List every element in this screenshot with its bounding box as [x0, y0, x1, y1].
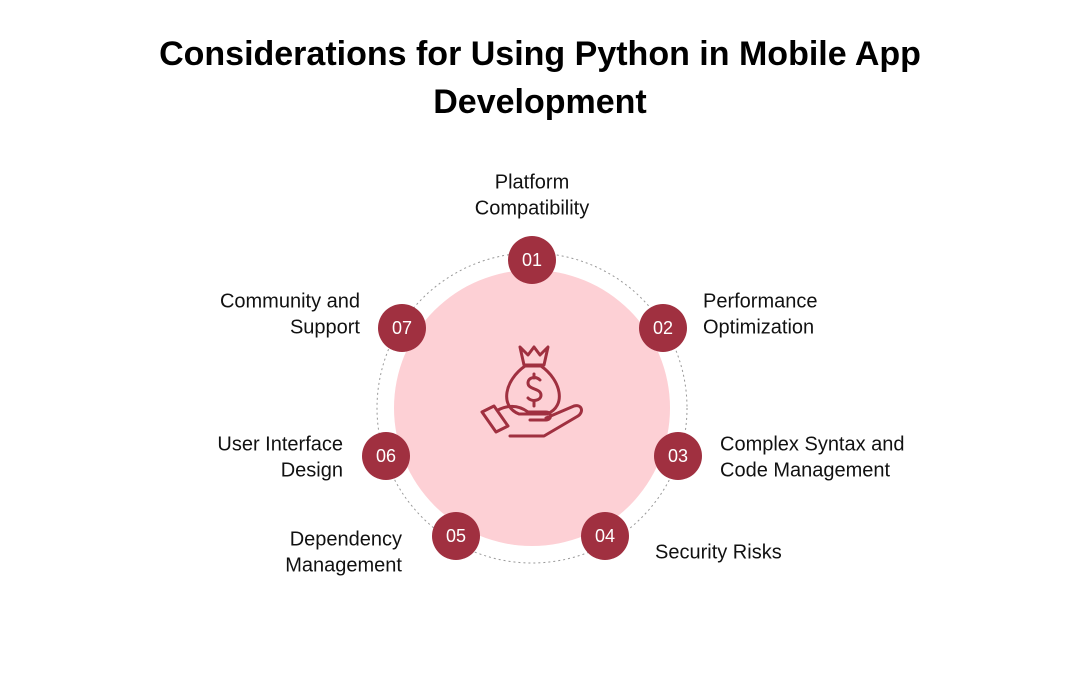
node-label: Complex Syntax and: [720, 433, 905, 455]
node-number: 02: [653, 318, 673, 338]
node-label: Performance: [703, 290, 818, 312]
node-label: Dependency: [290, 528, 402, 550]
node-circle: [432, 512, 480, 560]
node-label: User Interface: [217, 433, 343, 455]
node-label: Code Management: [720, 459, 891, 481]
node-number: 01: [522, 250, 542, 270]
title-line: Development: [433, 83, 647, 121]
money-icon: [480, 345, 583, 438]
node-circle: [639, 304, 687, 352]
node-number: 05: [446, 526, 466, 546]
node-circle: [581, 512, 629, 560]
node-number: 06: [376, 446, 396, 466]
node-number: 04: [595, 526, 615, 546]
node-circle: [654, 432, 702, 480]
node-number: 03: [668, 446, 688, 466]
node-circle: [378, 304, 426, 352]
node-label: Design: [281, 459, 343, 481]
node-circle: [508, 236, 556, 284]
node-label: Compatibility: [475, 197, 589, 219]
node-label: Optimization: [703, 316, 814, 338]
title-line: Considerations for Using Python in Mobil…: [159, 35, 921, 73]
center-circle: [394, 270, 670, 546]
node-label: Management: [285, 554, 402, 576]
node-number: 07: [392, 318, 412, 338]
node-circle: [362, 432, 410, 480]
node-label: Platform: [495, 171, 569, 193]
node-label: Community and: [220, 290, 360, 312]
node-label: Support: [290, 316, 360, 338]
node-label: Security Risks: [655, 541, 782, 563]
